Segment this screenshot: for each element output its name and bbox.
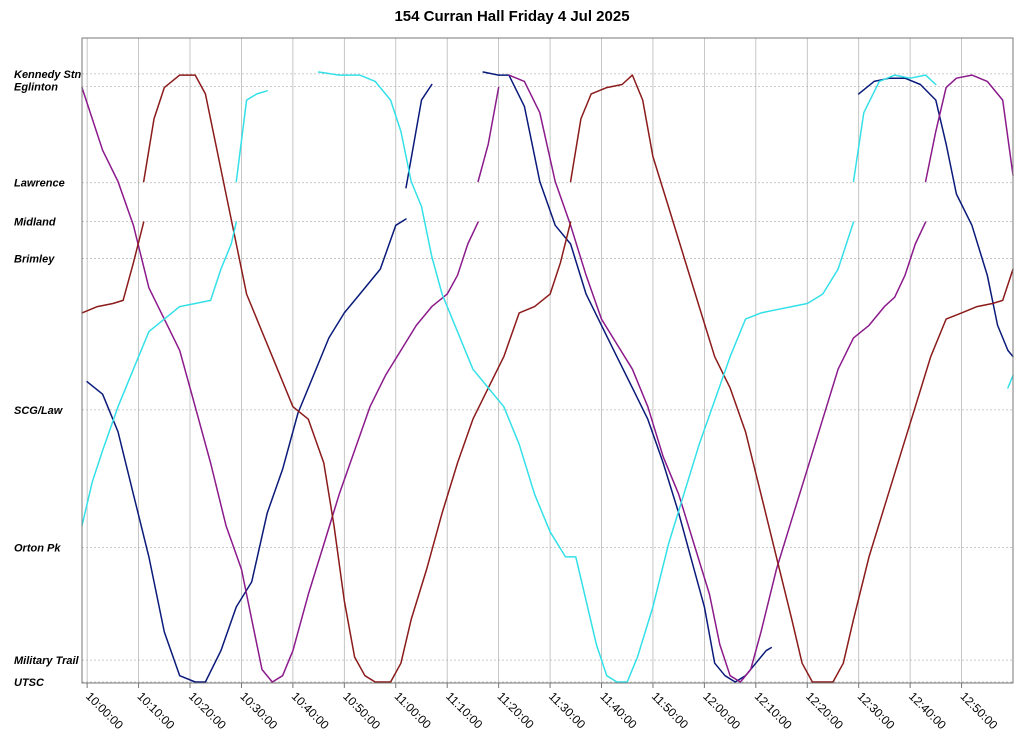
series-line bbox=[924, 74, 1014, 183]
x-tick-label: 10:40:00 bbox=[289, 689, 332, 732]
chart-title: 154 Curran Hall Friday 4 Jul 2025 bbox=[394, 8, 629, 25]
series-line bbox=[235, 90, 268, 183]
y-stop-label: Eglinton bbox=[14, 81, 58, 93]
series-line bbox=[405, 83, 433, 189]
series-line bbox=[482, 71, 772, 683]
x-tick-label: 11:10:00 bbox=[443, 689, 486, 732]
x-tick-label: 10:00:00 bbox=[83, 689, 126, 732]
x-tick-label: 10:20:00 bbox=[186, 689, 229, 732]
x-tick-label: 10:30:00 bbox=[237, 689, 280, 732]
x-tick-label: 12:50:00 bbox=[957, 689, 1000, 732]
x-tick-label: 12:00:00 bbox=[700, 689, 743, 732]
x-axis-labels: 10:00:00 10:10:00 10:20:00 10:30:00 10:40:00… bbox=[83, 689, 1001, 732]
y-stop-label: Kennedy Stn bbox=[14, 69, 82, 81]
x-tick-label: 11:30:00 bbox=[546, 689, 589, 732]
series-layer bbox=[81, 71, 1014, 683]
x-tick-label: 12:30:00 bbox=[855, 689, 898, 732]
y-stop-label: Orton Pk bbox=[14, 542, 61, 554]
x-tick-label: 12:20:00 bbox=[803, 689, 846, 732]
y-stop-label: UTSC bbox=[14, 677, 45, 689]
plot-frame bbox=[81, 37, 1014, 684]
x-tick-label: 11:00:00 bbox=[392, 689, 435, 732]
series-line bbox=[857, 77, 1014, 358]
y-stop-label: Lawrence bbox=[14, 178, 65, 190]
series-line bbox=[81, 221, 238, 527]
series-line bbox=[477, 86, 500, 183]
x-tick-label: 11:20:00 bbox=[495, 689, 538, 732]
y-stop-label: Midland bbox=[14, 217, 56, 229]
series-line bbox=[852, 74, 937, 183]
series-line bbox=[508, 74, 927, 683]
y-stop-label: Military Trail bbox=[14, 655, 80, 667]
x-tick-label: 12:10:00 bbox=[752, 689, 795, 732]
x-tick-label: 10:50:00 bbox=[340, 689, 383, 732]
x-tick-label: 11:40:00 bbox=[597, 689, 640, 732]
grid-layer bbox=[82, 38, 1013, 688]
series-line bbox=[142, 74, 572, 683]
x-tick-label: 11:50:00 bbox=[649, 689, 692, 732]
series-line bbox=[86, 218, 407, 683]
x-tick-label: 12:40:00 bbox=[906, 689, 949, 732]
series-line bbox=[569, 74, 1014, 683]
series-line bbox=[81, 221, 145, 314]
series-line bbox=[1007, 374, 1014, 389]
x-tick-label: 10:10:00 bbox=[134, 689, 177, 732]
y-stop-label: SCG/Law bbox=[14, 405, 64, 417]
y-stop-label: Brimley bbox=[14, 253, 55, 265]
series-line bbox=[317, 71, 855, 683]
series-line bbox=[81, 86, 479, 683]
